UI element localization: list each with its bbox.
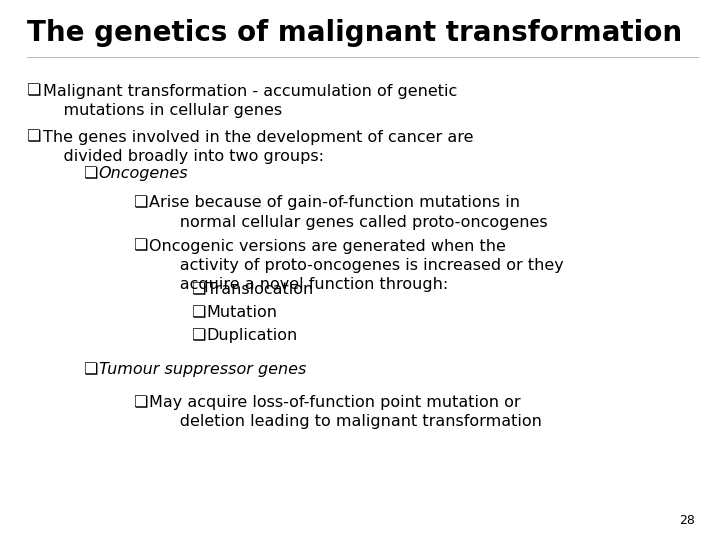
Text: Tumour suppressor genes: Tumour suppressor genes bbox=[99, 362, 306, 377]
Text: Translocation: Translocation bbox=[207, 282, 313, 298]
Text: ❏: ❏ bbox=[133, 239, 148, 254]
Text: ❏: ❏ bbox=[191, 305, 205, 320]
Text: ❏: ❏ bbox=[133, 195, 148, 211]
Text: ❏: ❏ bbox=[191, 282, 205, 298]
Text: ❏: ❏ bbox=[83, 166, 97, 181]
Text: The genes involved in the development of cancer are
    divided broadly into two: The genes involved in the development of… bbox=[43, 130, 474, 164]
Text: ❏: ❏ bbox=[191, 328, 205, 343]
Text: The genetics of malignant transformation: The genetics of malignant transformation bbox=[27, 19, 683, 47]
Text: Arise because of gain-of-function mutations in
      normal cellular genes calle: Arise because of gain-of-function mutati… bbox=[149, 195, 548, 230]
Text: ❏: ❏ bbox=[27, 84, 47, 99]
Text: 28: 28 bbox=[679, 514, 695, 526]
Text: Mutation: Mutation bbox=[207, 305, 278, 320]
Text: Oncogenes: Oncogenes bbox=[99, 166, 188, 181]
Text: ❏: ❏ bbox=[83, 362, 97, 377]
Text: May acquire loss-of-function point mutation or
      deletion leading to maligna: May acquire loss-of-function point mutat… bbox=[149, 395, 542, 429]
Text: Duplication: Duplication bbox=[207, 328, 298, 343]
Text: Oncogenic versions are generated when the
      activity of proto-oncogenes is i: Oncogenic versions are generated when th… bbox=[149, 239, 564, 292]
Text: ❏: ❏ bbox=[133, 395, 148, 410]
Text: Malignant transformation - accumulation of genetic
    mutations in cellular gen: Malignant transformation - accumulation … bbox=[43, 84, 457, 118]
Text: ❏: ❏ bbox=[27, 130, 47, 145]
